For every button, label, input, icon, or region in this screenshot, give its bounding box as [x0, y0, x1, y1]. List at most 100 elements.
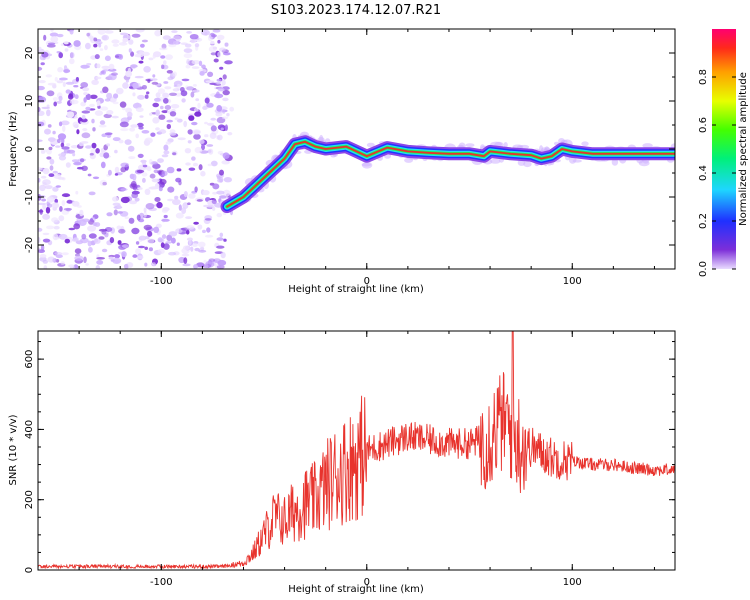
noise-blob	[159, 178, 167, 185]
noise-blob	[192, 89, 200, 93]
colorbar-gradient	[712, 29, 736, 269]
snr-marks	[38, 331, 675, 570]
noise-blob	[198, 60, 203, 66]
noise-blob	[128, 48, 132, 53]
noise-blob	[74, 248, 82, 255]
noise-blob	[93, 37, 98, 42]
noise-blob	[161, 154, 169, 158]
noise-blob	[204, 234, 214, 238]
noise-blob	[158, 186, 163, 192]
noise-blob	[214, 251, 224, 255]
noise-blob	[38, 110, 45, 116]
snr-ylabel: SNR (10 * v/v)	[8, 414, 19, 485]
ridge-halo-blob	[366, 142, 375, 148]
noise-blob	[223, 177, 232, 183]
noise-blob	[131, 190, 140, 195]
noise-blob	[120, 162, 129, 168]
noise-blob	[146, 91, 150, 95]
noise-blob	[73, 161, 82, 166]
noise-blob	[220, 251, 226, 259]
noise-blob	[56, 33, 64, 38]
noise-blob	[167, 186, 175, 193]
figure-title: S103.2023.174.12.07.R21	[271, 3, 441, 18]
noise-blob	[135, 241, 140, 245]
noise-blob	[186, 237, 193, 241]
noise-blob	[87, 240, 92, 247]
noise-blob	[162, 35, 171, 40]
noise-blob	[148, 247, 153, 252]
noise-blob	[165, 241, 172, 244]
noise-blob	[87, 173, 92, 177]
noise-blob	[86, 62, 92, 66]
colorbar-ticks: 0.0 0.2 0.4 0.6 0.8	[698, 69, 736, 277]
noise-blob	[185, 216, 193, 220]
noise-blob	[43, 34, 47, 41]
noise-blob	[100, 106, 109, 111]
noise-blob	[39, 184, 46, 192]
noise-blob	[157, 88, 166, 94]
noise-blob	[63, 69, 71, 73]
noise-blob	[60, 142, 65, 148]
noise-blob	[219, 232, 224, 238]
noise-blob	[112, 137, 121, 142]
ridge-halo-blob	[404, 157, 414, 163]
noise-blob	[65, 81, 75, 85]
noise-blob	[96, 63, 101, 69]
noise-blob	[183, 53, 193, 59]
noise-blob	[117, 211, 123, 214]
noise-blob	[106, 212, 113, 217]
noise-blob	[172, 152, 177, 156]
noise-blob	[51, 217, 59, 223]
spectrogram-xtick-label: 0	[364, 276, 370, 287]
noise-blob	[82, 128, 88, 131]
noise-blob	[72, 238, 78, 242]
noise-blob	[94, 110, 103, 116]
noise-blob	[158, 114, 166, 120]
noise-blob	[43, 265, 48, 269]
noise-blob	[144, 94, 149, 99]
noise-blob	[162, 92, 170, 99]
noise-blob	[196, 199, 203, 202]
noise-blob	[205, 80, 215, 83]
noise-blob	[138, 126, 144, 130]
noise-blob	[197, 224, 203, 230]
noise-blob	[128, 217, 135, 224]
noise-blob	[46, 90, 55, 97]
noise-blob	[61, 252, 69, 256]
noise-blob	[82, 87, 90, 92]
noise-blob	[127, 262, 133, 268]
noise-blob	[54, 251, 63, 256]
noise-blob	[81, 115, 86, 120]
noise-blob	[210, 117, 217, 121]
noise-blob	[148, 57, 154, 61]
noise-blob	[202, 190, 210, 196]
noise-blob	[135, 107, 144, 113]
spectrogram-xtick-label: 100	[563, 276, 582, 287]
noise-blob	[65, 162, 71, 168]
noise-blob	[163, 243, 170, 250]
noise-blob	[58, 233, 68, 240]
noise-blob	[216, 212, 223, 218]
noise-blob	[53, 173, 62, 179]
noise-blob	[194, 111, 202, 117]
noise-blob	[59, 206, 63, 212]
noise-blob	[111, 39, 120, 44]
noise-blob	[149, 173, 156, 179]
noise-blob	[54, 77, 58, 82]
noise-blob	[144, 262, 148, 267]
noise-blob	[216, 105, 223, 112]
noise-blob	[60, 120, 70, 126]
noise-blob	[176, 118, 183, 123]
noise-blob	[181, 78, 190, 82]
noise-blob	[46, 104, 50, 108]
noise-blob	[83, 256, 87, 264]
noise-blob	[229, 106, 235, 112]
noise-blob	[61, 193, 71, 198]
noise-blob	[176, 242, 180, 246]
noise-blob	[106, 110, 114, 115]
noise-blob	[204, 97, 210, 104]
noise-blob	[187, 140, 192, 144]
noise-blob	[120, 128, 129, 132]
noise-blob	[104, 98, 111, 102]
